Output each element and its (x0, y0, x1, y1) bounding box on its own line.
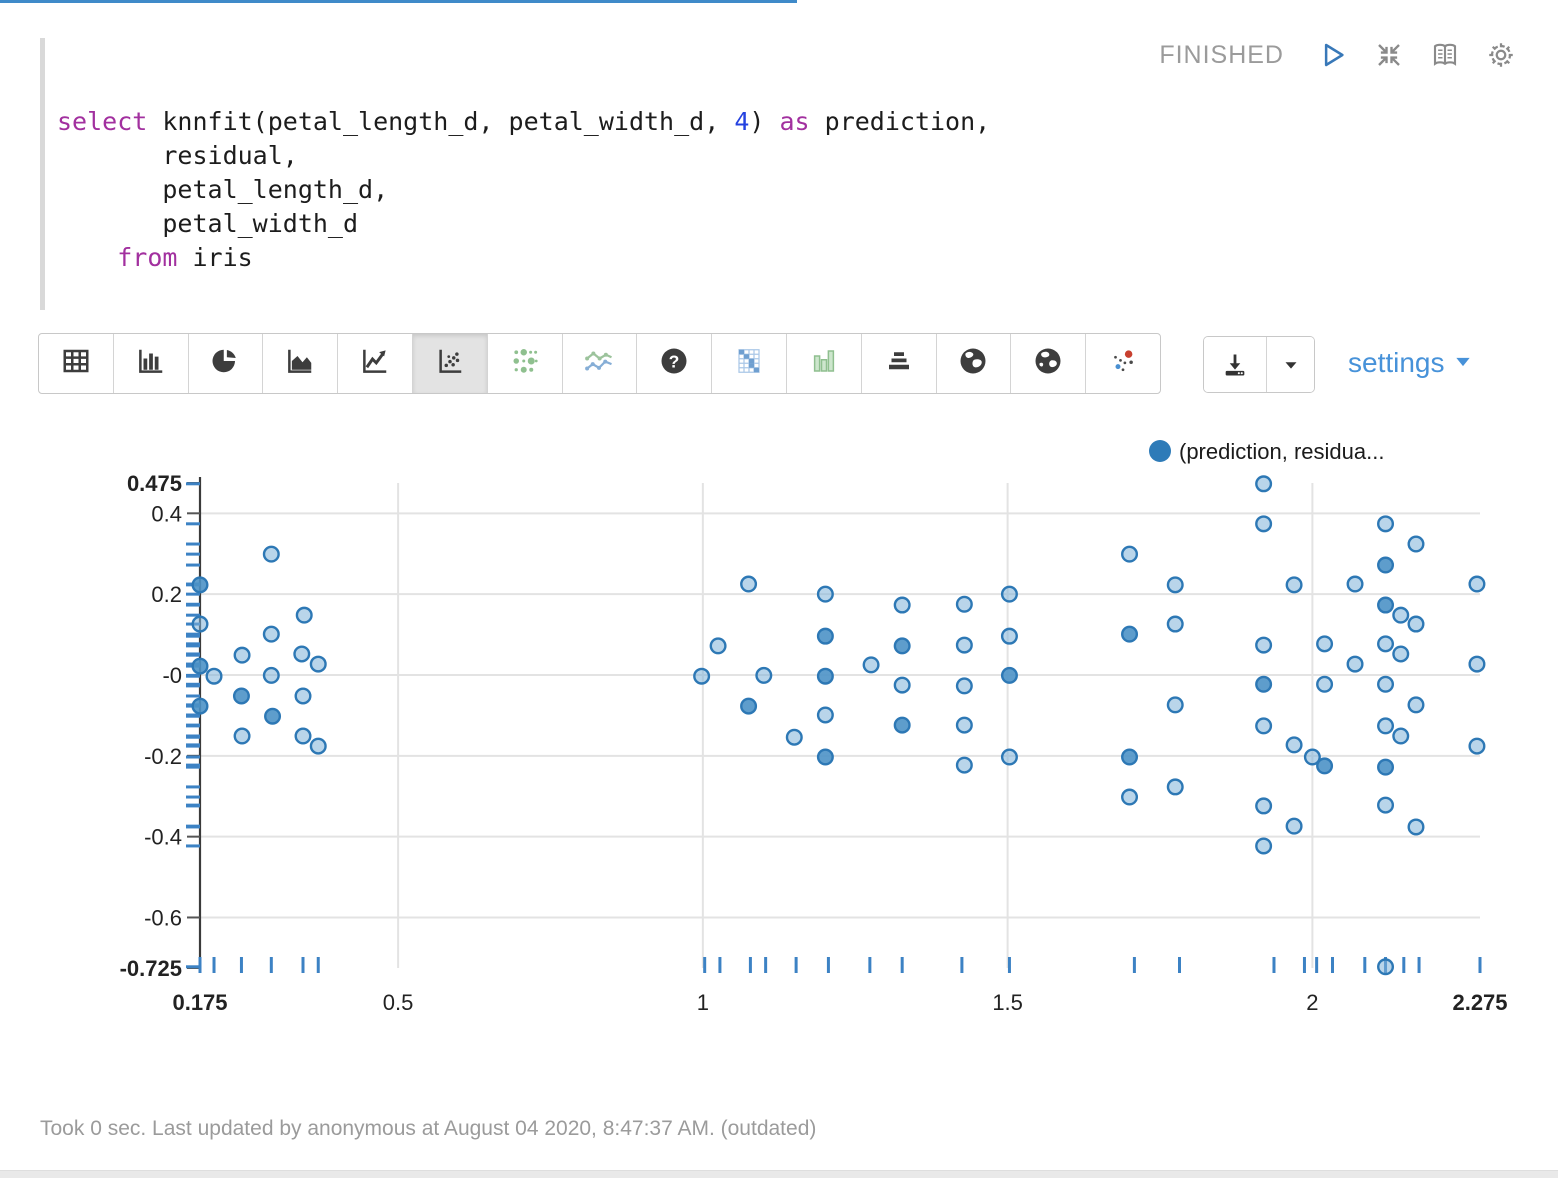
scatter-chart-svg: 0.475 0.4 0.2 -0 -0.2 -0.4 -0.6 -0.725 0.175 0.5 1… (120, 439, 1508, 1015)
svg-text:-0.6: -0.6 (144, 905, 182, 930)
chart-type-ml-scatter-button[interactable] (1086, 334, 1160, 393)
svg-text:0.475: 0.475 (127, 471, 182, 496)
svg-text:?: ? (669, 351, 680, 371)
chart-type-globe-map-button[interactable] (936, 334, 1012, 393)
code-line: petal_width_d (57, 209, 359, 238)
code-line: petal_length_d, (57, 175, 389, 204)
gear-icon[interactable] (1486, 40, 1516, 70)
chart-type-toolbar: ? (38, 333, 1161, 394)
chart-type-table-button[interactable] (39, 334, 114, 393)
chart-type-spline-chart-button[interactable] (562, 334, 638, 393)
svg-text:1.5: 1.5 (992, 990, 1023, 1015)
svg-text:-0.4: -0.4 (144, 825, 182, 850)
code-line: select knnfit(petal_length_d, petal_widt… (57, 107, 991, 136)
paragraph-status-text: Took 0 sec. Last updated by anonymous at… (40, 1117, 817, 1140)
svg-text:2.275: 2.275 (1452, 990, 1507, 1015)
chart-type-pie-chart-button[interactable] (188, 334, 264, 393)
svg-text:1: 1 (697, 990, 709, 1015)
svg-text:-0.2: -0.2 (144, 744, 182, 769)
column-range-icon (809, 346, 839, 381)
globe-map-icon (958, 346, 988, 381)
chevron-down-icon (1453, 347, 1473, 379)
chart-type-bubble-matrix-button[interactable] (487, 334, 563, 393)
chart-type-scatter-chart-button[interactable] (412, 334, 488, 393)
bar-chart-icon (136, 346, 166, 381)
run-icon[interactable] (1318, 40, 1348, 70)
settings-label: settings (1348, 347, 1445, 378)
download-button[interactable] (1204, 337, 1266, 392)
paragraph-header: FINISHED (1159, 40, 1516, 70)
svg-text:-0.725: -0.725 (120, 956, 182, 981)
download-split-button (1203, 336, 1315, 393)
svg-text:(prediction, residua...: (prediction, residua... (1179, 439, 1384, 464)
globe-map-alt-icon (1033, 346, 1063, 381)
spline-chart-icon (584, 346, 614, 381)
chart-type-globe-map-alt-button[interactable] (1011, 334, 1087, 393)
collapse-icon[interactable] (1374, 40, 1404, 70)
chart-type-area-chart-button[interactable] (263, 334, 339, 393)
chart-type-pyramid-chart-button[interactable] (861, 334, 937, 393)
svg-text:-0: -0 (162, 663, 182, 688)
code-line: residual, (57, 141, 298, 170)
show-editor-icon[interactable] (1430, 40, 1460, 70)
table-icon (61, 346, 91, 381)
pie-chart-icon (210, 346, 240, 381)
help-icon: ? (659, 346, 689, 381)
svg-text:2: 2 (1306, 990, 1318, 1015)
chart-type-column-range-button[interactable] (786, 334, 862, 393)
area-chart-icon (285, 346, 315, 381)
chart-type-correlation-matrix-button[interactable] (712, 334, 787, 393)
correlation-matrix-icon (734, 346, 764, 381)
bubble-matrix-icon (510, 346, 540, 381)
paragraph-left-bar (40, 38, 45, 310)
line-chart-icon (360, 346, 390, 381)
residual-scatter-plot: 0.475 0.4 0.2 -0 -0.2 -0.4 -0.6 -0.725 0.175 0.5 1… (0, 420, 1558, 1020)
svg-text:0.5: 0.5 (383, 990, 414, 1015)
svg-text:0.175: 0.175 (172, 990, 227, 1015)
sql-code-editor[interactable]: select knnfit(petal_length_d, petal_widt… (57, 105, 990, 275)
settings-toggle[interactable]: settings (1348, 347, 1473, 379)
scatter-chart-icon (435, 346, 465, 381)
ml-scatter-icon (1108, 346, 1138, 381)
page-bottom-divider (0, 1170, 1558, 1178)
svg-text:0.4: 0.4 (151, 501, 182, 526)
download-caret-button[interactable] (1266, 337, 1314, 392)
chart-type-line-chart-button[interactable] (338, 334, 413, 393)
paragraph-progress-bar (0, 0, 797, 3)
status-badge: FINISHED (1159, 40, 1284, 69)
chart-type-help-button[interactable]: ? (637, 334, 713, 393)
pyramid-chart-icon (884, 346, 914, 381)
svg-text:0.2: 0.2 (151, 582, 182, 607)
code-line: from iris (117, 243, 253, 272)
chart-type-bar-chart-button[interactable] (113, 334, 189, 393)
